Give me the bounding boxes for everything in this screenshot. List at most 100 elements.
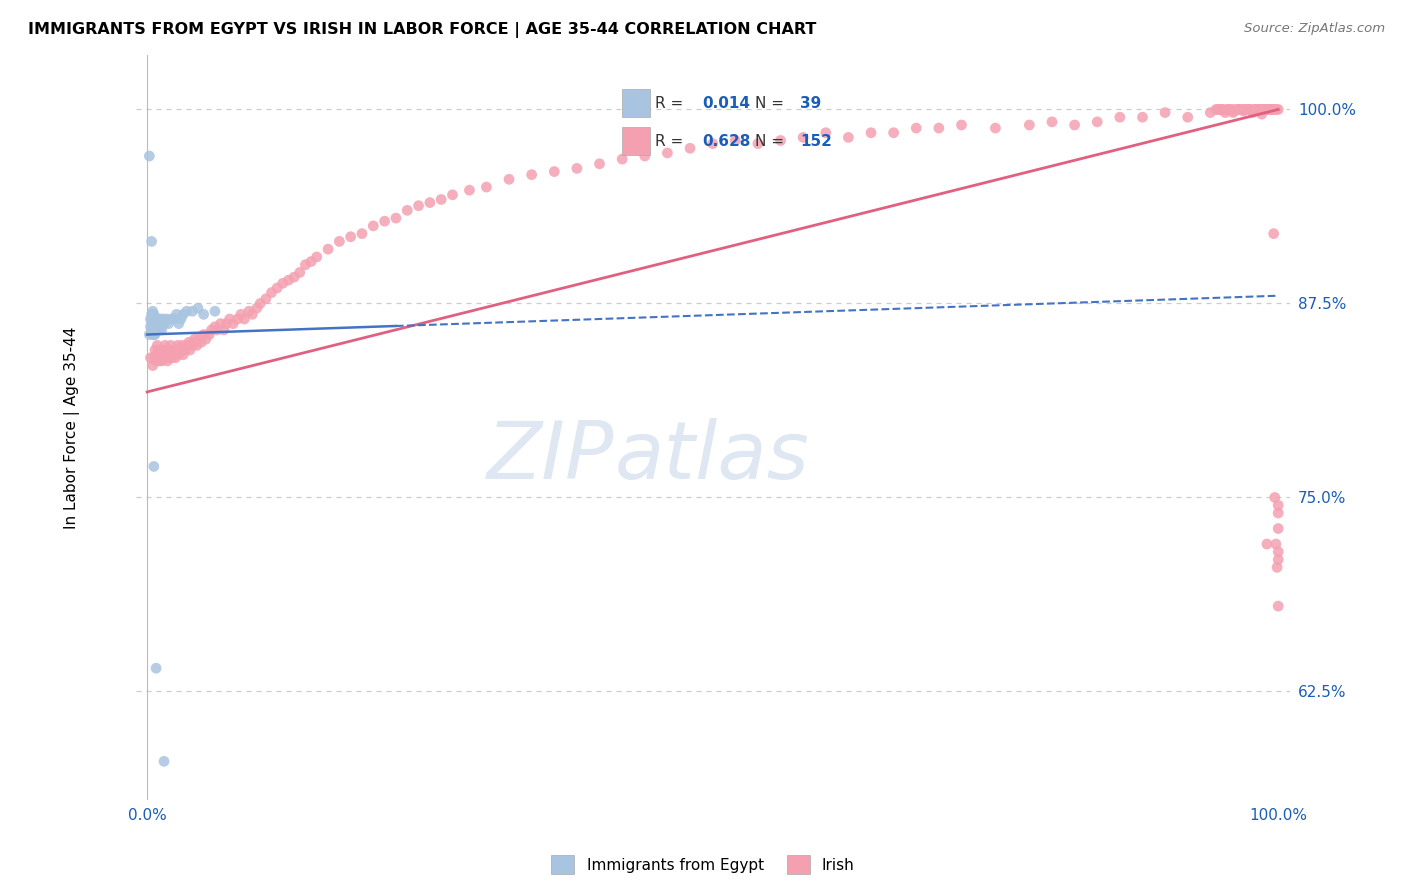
Point: [1260, 103, 1282, 117]
Point: [1234, 103, 1257, 117]
Point: [316, 242, 339, 256]
Point: [186, 338, 208, 352]
Point: [1247, 103, 1270, 117]
Point: [1225, 103, 1247, 117]
Point: [1250, 107, 1272, 121]
Point: [141, 307, 163, 321]
Point: [339, 229, 361, 244]
Point: [634, 149, 657, 163]
Point: [153, 755, 176, 769]
Point: [142, 317, 165, 331]
Point: [188, 332, 211, 346]
Point: [1256, 103, 1278, 117]
Point: [142, 327, 165, 342]
Point: [1256, 537, 1278, 551]
Point: [266, 281, 288, 295]
Point: [1256, 103, 1278, 117]
Point: [166, 343, 188, 357]
Point: [1244, 103, 1267, 117]
Point: [167, 317, 190, 331]
Point: [174, 343, 197, 357]
Point: [149, 343, 172, 357]
Point: [153, 317, 176, 331]
Point: [162, 348, 184, 362]
Point: [1267, 522, 1289, 536]
Point: [1267, 552, 1289, 566]
Point: [305, 250, 328, 264]
Point: [246, 301, 269, 315]
Point: [1232, 103, 1254, 118]
Point: [249, 296, 271, 310]
Point: [153, 343, 176, 357]
Point: [1063, 118, 1085, 132]
Point: [142, 351, 165, 365]
Point: [139, 351, 162, 365]
Point: [159, 343, 181, 357]
Point: [1261, 103, 1284, 117]
Point: [1258, 103, 1281, 117]
Point: [148, 351, 170, 365]
Point: [149, 351, 172, 365]
Point: [1265, 103, 1288, 117]
Point: [240, 307, 263, 321]
Point: [153, 338, 176, 352]
Point: [138, 327, 160, 342]
Point: [271, 277, 294, 291]
Point: [1258, 103, 1281, 117]
Point: [155, 312, 177, 326]
Point: [1264, 491, 1286, 505]
Point: [1211, 103, 1233, 117]
Point: [179, 343, 201, 357]
Point: [183, 335, 205, 350]
Point: [1267, 103, 1289, 117]
Point: [1219, 103, 1241, 117]
Point: [792, 130, 814, 145]
Point: [170, 343, 193, 357]
Point: [165, 351, 187, 365]
Point: [139, 312, 162, 326]
Point: [160, 312, 183, 326]
Point: [145, 317, 167, 331]
Point: [1253, 103, 1275, 117]
Point: [1230, 103, 1253, 117]
Legend: Immigrants from Egypt, Irish: Immigrants from Egypt, Irish: [546, 849, 860, 880]
Point: [163, 343, 186, 357]
Point: [194, 332, 217, 346]
Point: [1257, 103, 1279, 117]
Point: [277, 273, 299, 287]
Point: [212, 323, 235, 337]
Point: [142, 327, 165, 342]
Point: [1233, 103, 1256, 117]
Point: [170, 312, 193, 326]
Point: [1237, 103, 1260, 117]
Point: [143, 319, 166, 334]
Point: [187, 301, 209, 315]
Text: atlas: atlas: [614, 418, 810, 497]
Point: [153, 351, 176, 365]
Point: [984, 121, 1007, 136]
Point: [1263, 227, 1285, 241]
Point: [1264, 537, 1286, 551]
Point: [1249, 103, 1271, 117]
Point: [1208, 103, 1230, 117]
Point: [254, 292, 277, 306]
Point: [1258, 103, 1281, 117]
Point: [218, 312, 240, 326]
Point: [950, 118, 973, 132]
Point: [859, 126, 882, 140]
Point: [769, 134, 792, 148]
Point: [288, 265, 311, 279]
Point: [1218, 103, 1240, 117]
Point: [1251, 103, 1274, 117]
Point: [143, 312, 166, 326]
Point: [408, 199, 430, 213]
Point: [1239, 103, 1261, 117]
Point: [1267, 599, 1289, 614]
Point: [146, 338, 169, 352]
Point: [172, 338, 194, 352]
Point: [385, 211, 408, 226]
Point: [160, 351, 183, 365]
Point: [1085, 115, 1108, 129]
Point: [145, 354, 167, 368]
Point: [1222, 103, 1244, 117]
